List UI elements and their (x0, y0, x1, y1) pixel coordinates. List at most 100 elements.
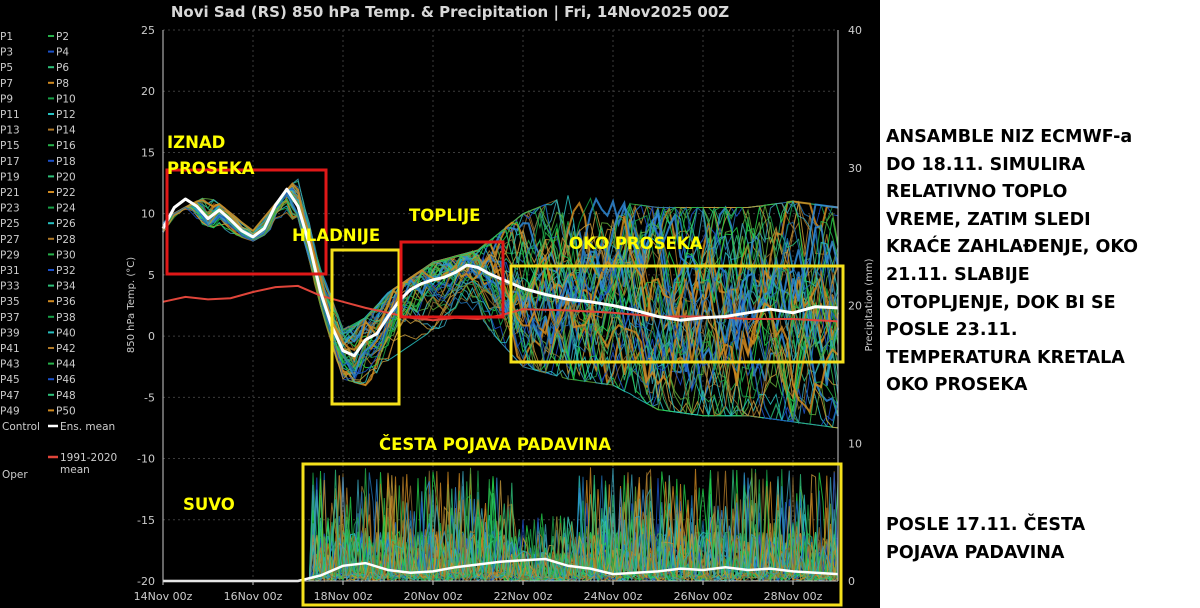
note-line: RELATIVNO TOPLO (886, 182, 1068, 203)
legend-item: P32 (56, 265, 76, 277)
y-tick-label: -10 (137, 453, 155, 466)
member-temp-line (162, 197, 839, 415)
chart-svg: Novi Sad (RS) 850 hPa Temp. & Precipitat… (0, 3, 875, 607)
legend-climate-line1: 1991-2020 (60, 452, 117, 464)
x-tick-label: 28Nov 00z (764, 590, 823, 603)
legend-item: P44 (56, 359, 76, 371)
legend-item: P45 (0, 374, 20, 386)
chart-panel: Novi Sad (RS) 850 hPa Temp. & Precipitat… (0, 0, 880, 608)
x-tick-label: 22Nov 00z (494, 590, 553, 603)
chart-title: Novi Sad (RS) 850 hPa Temp. & Precipitat… (171, 3, 729, 22)
note-line: KRAĆE ZAHLAĐENJE, OKO (886, 237, 1139, 258)
note-top: ANSAMBLE NIZ ECMWF-a DO 18.11. SIMULIRA RE… (886, 124, 1186, 400)
y-tick-label: 0 (148, 330, 155, 343)
note-line: OTOPLJENJE, DOK BI SE (886, 292, 1116, 313)
y-tick-label: 5 (148, 269, 155, 282)
legend-item: P37 (0, 312, 20, 324)
x-tick-label: 24Nov 00z (584, 590, 643, 603)
legend-item: P18 (56, 156, 76, 168)
annotation-label: OKO PROSEKA (569, 234, 703, 253)
member-lines (162, 178, 839, 429)
legend-item: P15 (0, 140, 20, 152)
legend-item: P6 (56, 62, 69, 74)
x-tick-label: 16Nov 00z (224, 590, 283, 603)
legend-item: P27 (0, 234, 20, 246)
y2-tick-label: 10 (848, 437, 862, 450)
note-line: POSLE 23.11. (886, 320, 1018, 341)
note-line: POJAVA PADAVINA (886, 542, 1065, 563)
legend-item: P3 (0, 47, 13, 59)
y2-axis-label: Precipitation (mm) (864, 258, 875, 351)
annotation-box (399, 240, 505, 319)
note-line: POSLE 17.11. ČESTA (886, 515, 1086, 535)
annotation-box (301, 462, 843, 607)
x-tick-label: 20Nov 00z (404, 590, 463, 603)
legend-climate-line2: mean (60, 464, 90, 476)
annotation-label: TOPLIJE (409, 206, 480, 225)
annotation-label: HLADNIJE (292, 226, 380, 245)
member-precip-lines (163, 467, 839, 583)
legend-item: P43 (0, 359, 20, 371)
legend-item: P36 (56, 296, 76, 308)
note-line: OKO PROSEKA (886, 375, 1028, 396)
legend-item: P7 (0, 78, 13, 90)
y-tick-label: -20 (137, 575, 155, 588)
legend-item: P22 (56, 187, 76, 199)
y-tick-label: -5 (144, 391, 155, 404)
legend-item: P50 (56, 405, 76, 417)
legend-item: P35 (0, 296, 20, 308)
legend-control: Control (2, 421, 40, 433)
annotation-label: PROSEKA (167, 159, 255, 178)
y-tick-label: 20 (141, 85, 155, 98)
legend-item: P46 (56, 374, 76, 386)
legend-item: P10 (56, 93, 76, 105)
y-tick-label: 15 (141, 146, 155, 159)
note-line: ANSAMBLE NIZ ECMWF-a (886, 127, 1133, 147)
y-tick-label: 25 (141, 24, 155, 37)
legend-item: P29 (0, 249, 20, 261)
legend-item: P48 (56, 390, 76, 402)
y-tick-label: 10 (141, 208, 155, 221)
x-tick-label: 18Nov 00z (314, 590, 373, 603)
x-tick-label: 26Nov 00z (674, 590, 733, 603)
legend-item: P38 (56, 312, 76, 324)
legend-item: P21 (0, 187, 20, 199)
legend-item: P17 (0, 156, 20, 168)
note-line: 21.11. SLABIJE (886, 264, 1030, 285)
legend-item: P40 (56, 327, 76, 339)
annotations: IZNAD PROSEKA HLADNIJE TOPLIJE OKO PROSEKA ČE… (165, 133, 845, 607)
legend-item: P33 (0, 281, 20, 293)
annotation-label: ČESTA POJAVA PADAVINA (379, 435, 611, 454)
legend-item: P1 (0, 31, 13, 43)
annotation-box (165, 168, 328, 276)
legend-item: P30 (56, 249, 76, 261)
legend-item: P19 (0, 171, 20, 183)
ens-mean-precip-line (163, 557, 839, 583)
annotation-label: SUVO (183, 495, 235, 514)
x-tick-label: 14Nov 00z (134, 590, 193, 603)
legend-item: P8 (56, 78, 69, 90)
y2-tick-label: 30 (848, 162, 862, 175)
legend-oper: Oper (2, 469, 28, 481)
y2-tick-label: 40 (848, 24, 862, 37)
legend-item: P14 (56, 125, 76, 137)
axes: 25 20 15 10 5 0 -5 -10 -15 -20 40 30 20 10 0 14Nov 00z 1… (134, 24, 862, 603)
y2-tick-label: 20 (848, 300, 862, 313)
legend-item: P47 (0, 390, 20, 402)
note-line: TEMPERATURA KRETALA (886, 347, 1125, 368)
y-axis-label: 850 hPa Temp. (°C) (126, 257, 137, 353)
legend-item: P2 (56, 31, 69, 43)
legend-item: P11 (0, 109, 20, 121)
legend-item: P28 (56, 234, 76, 246)
legend-item: P20 (56, 171, 76, 183)
legend-item: P31 (0, 265, 20, 277)
legend-item: P12 (56, 109, 76, 121)
legend-item: P13 (0, 125, 20, 137)
legend-item: P41 (0, 343, 20, 355)
note-bottom: POSLE 17.11. ČESTA POJAVA PADAVINA (886, 512, 1186, 567)
legend: P1 P2 P3 P4 P5 P6 P7 P8 P9 P10 P11 P12 P13 P14 P15 P16 P… (0, 31, 117, 481)
legend-item: P42 (56, 343, 76, 355)
annotation-box (509, 264, 845, 364)
legend-item: P23 (0, 203, 20, 215)
legend-item: P4 (56, 47, 69, 59)
